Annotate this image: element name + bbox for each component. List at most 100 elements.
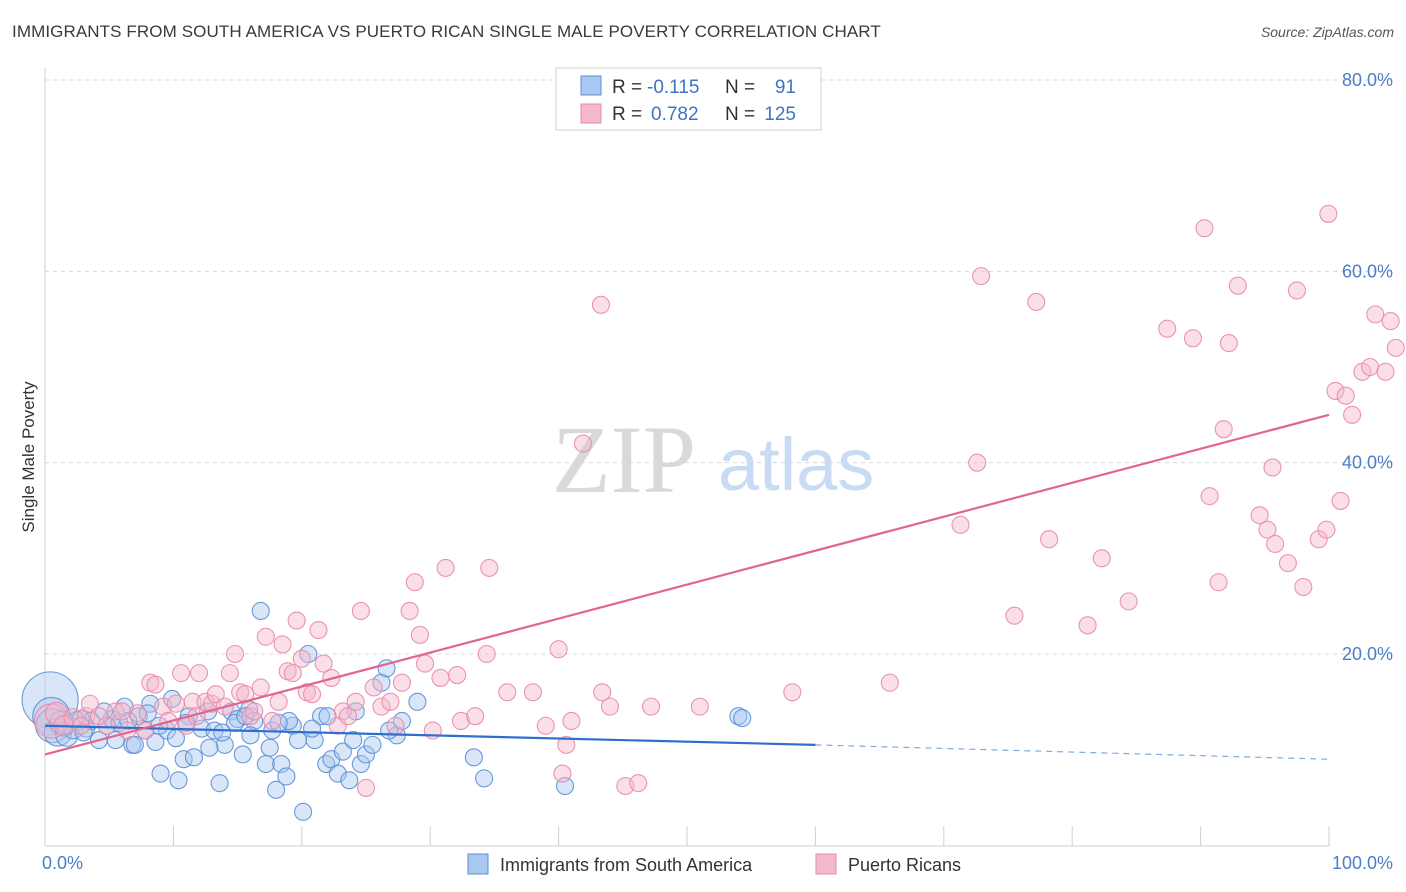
pink-point-110: [1331, 491, 1350, 510]
pink-point-67: [523, 683, 542, 702]
pink-point-107: [1309, 530, 1328, 549]
pink-point-66: [498, 683, 517, 702]
pink-point-116: [1376, 362, 1395, 381]
pink-point-51: [381, 692, 400, 711]
y-tick-label-20: 20.0%: [1342, 644, 1393, 664]
pink-point-9: [128, 704, 147, 723]
pink-point-83: [951, 515, 970, 534]
blue-point-55: [351, 754, 370, 774]
pink-point-17: [183, 692, 202, 711]
pink-point-24: [225, 644, 245, 664]
pink-point-78: [629, 774, 648, 793]
pink-point-30: [256, 627, 275, 646]
legend-r-value-blue: -0.115: [647, 77, 699, 98]
pink-point-108: [1317, 520, 1336, 539]
blue-point-26: [184, 748, 203, 767]
pink-point-84: [968, 453, 987, 472]
pink-point-95: [1200, 487, 1219, 506]
blue-point-34: [233, 745, 252, 764]
pink-point-103: [1266, 534, 1285, 554]
pink-point-52: [386, 716, 405, 735]
tick-labels: 20.0% 40.0% 60.0% 80.0% 0.0% 100.0%: [42, 70, 1393, 873]
legend-n-label-pink: N =: [725, 104, 755, 125]
pink-point-87: [1027, 292, 1046, 311]
y-tick-label-80: 80.0%: [1342, 70, 1393, 90]
pink-point-36: [287, 611, 306, 630]
y-tick-label-40: 40.0%: [1342, 453, 1393, 473]
pink-point-92: [1158, 319, 1177, 338]
pink-point-105: [1287, 281, 1306, 300]
pink-point-97: [1214, 420, 1233, 439]
pink-point-91: [1119, 592, 1138, 611]
pink-point-74: [591, 295, 611, 314]
pink-point-53: [392, 673, 412, 692]
pink-point-109: [1326, 381, 1345, 400]
pink-point-88: [1040, 530, 1059, 549]
pink-point-115: [1366, 305, 1385, 324]
pink-point-61: [448, 665, 467, 685]
pink-point-102: [1263, 458, 1282, 477]
pink-point-99: [1228, 276, 1247, 295]
pink-point-122: [112, 702, 132, 721]
pink-point-5: [80, 694, 99, 713]
pink-point-112: [1343, 405, 1362, 424]
pink-point-14: [166, 694, 186, 713]
pink-point-56: [410, 625, 429, 644]
pink-point-23: [220, 664, 239, 683]
pink-point-35: [283, 664, 302, 683]
pink-point-32: [269, 692, 288, 711]
pink-point-46: [346, 692, 365, 711]
pink-point-45: [338, 707, 358, 726]
blue-point-89: [236, 707, 255, 726]
pink-point-100: [1250, 506, 1269, 525]
blue-point-23: [169, 771, 188, 790]
legend-swatch-pink: [580, 103, 602, 124]
pink-point-18: [190, 664, 209, 683]
pink-point-73: [573, 434, 593, 453]
blue-point-51: [328, 764, 347, 783]
pink-point-7: [106, 702, 125, 721]
blue-point-61: [464, 748, 483, 767]
blue-point-44: [288, 731, 307, 750]
bottom-legend-swatch-blue: [467, 853, 489, 875]
blue-point-56: [356, 745, 376, 764]
pink-point-69: [549, 640, 568, 659]
blue-point-53: [340, 771, 359, 790]
axes: [44, 68, 1330, 847]
trend-line-pink: [44, 413, 1330, 756]
pink-point-117: [1381, 312, 1400, 331]
bottom-legend-label-pink: Puerto Ricans: [848, 855, 961, 875]
blue-point-65: [733, 709, 752, 728]
x-tick-label-100: 100.0%: [1332, 853, 1393, 873]
legend-n-label-blue: N =: [725, 77, 755, 98]
blue-point-38: [256, 754, 275, 774]
pink-point-1: [44, 701, 69, 725]
pink-point-33: [273, 635, 292, 654]
pink-point-37: [292, 649, 311, 668]
pink-point-68: [536, 716, 555, 735]
pink-point-41: [314, 654, 333, 673]
series-puerto-ricans-points: [33, 204, 1405, 797]
x-tick-label-0: 0.0%: [42, 853, 83, 873]
legend-n-value-blue: 91: [775, 77, 796, 98]
pink-point-86: [1005, 606, 1024, 625]
blue-point-73: [200, 738, 219, 757]
source-credit: Source: ZipAtlas.com: [1260, 24, 1394, 40]
pink-point-121: [89, 707, 108, 726]
trend-lines: [44, 413, 1330, 760]
pink-point-54: [400, 601, 419, 621]
pink-point-47: [351, 601, 370, 621]
chart-title: IMMIGRANTS FROM SOUTH AMERICA VS PUERTO …: [12, 22, 881, 41]
pink-point-26: [236, 685, 255, 704]
pink-point-64: [477, 644, 496, 664]
gridlines: [45, 79, 1392, 655]
pink-point-63: [466, 707, 485, 726]
blue-point-60: [408, 692, 427, 711]
blue-point-48: [312, 707, 331, 726]
pink-point-21: [206, 685, 225, 704]
pink-point-93: [1183, 329, 1202, 348]
pink-point-76: [600, 697, 620, 716]
pink-point-111: [1336, 386, 1355, 405]
pink-point-31: [263, 711, 282, 731]
